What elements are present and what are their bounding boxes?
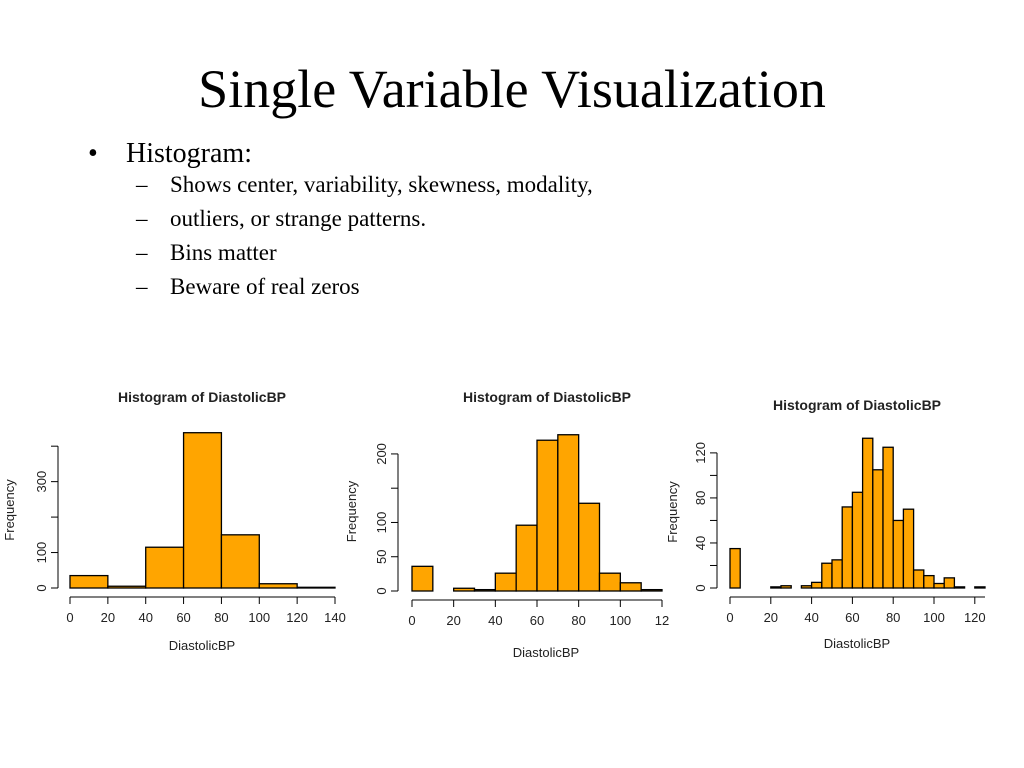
y-axis-label: Frequency	[344, 480, 359, 542]
histogram-bar	[145, 546, 185, 589]
histogram-bar	[851, 491, 864, 589]
histogram-bar	[770, 586, 782, 589]
bullet-text: Histogram:	[126, 138, 252, 169]
histogram-bar	[220, 534, 260, 589]
x-tick-label: 0	[66, 610, 73, 625]
y-tick-label: 300	[34, 471, 49, 493]
histogram-bar	[557, 434, 580, 592]
histogram-bar	[780, 585, 792, 589]
histogram-bar	[182, 432, 223, 589]
y-tick-label: 120	[693, 442, 708, 464]
histogram-bar	[598, 572, 621, 592]
histogram-bar	[296, 586, 336, 589]
x-tick-label: 120	[964, 610, 986, 625]
y-tick-label: 0	[374, 587, 389, 594]
sub-bullet-dash: –	[136, 206, 148, 231]
histogram-bar	[810, 581, 823, 589]
y-tick-label: 100	[34, 542, 49, 564]
histogram-bar	[933, 582, 945, 589]
histogram-bar	[821, 562, 833, 589]
x-tick-label: 60	[845, 610, 859, 625]
histogram-bar	[69, 574, 109, 589]
sub-bullet-text: Shows center, variability, skewness, mod…	[170, 172, 593, 197]
histogram-bar	[882, 446, 894, 589]
x-tick-label: 140	[324, 610, 346, 625]
x-tick-label: 40	[488, 613, 502, 628]
y-tick-label: 100	[374, 512, 389, 534]
x-tick-label: 20	[101, 610, 115, 625]
histogram-bar	[640, 588, 663, 592]
y-axis-label: Frequency	[665, 481, 680, 543]
histogram-bar	[974, 586, 986, 589]
histogram-bar	[729, 547, 741, 589]
histogram-bar	[841, 506, 854, 589]
sub-bullet-dash: –	[136, 240, 148, 265]
x-axis-label: DiastolicBP	[169, 638, 235, 653]
histogram-bar	[494, 572, 517, 592]
sub-bullet-text: Beware of real zeros	[170, 274, 360, 299]
x-tick-label: 12	[655, 613, 669, 628]
histogram-bar	[831, 559, 843, 589]
histogram-bar	[411, 565, 434, 592]
y-tick-label: 80	[693, 491, 708, 505]
histogram-bar	[912, 569, 925, 589]
x-tick-label: 80	[571, 613, 585, 628]
x-tick-label: 40	[804, 610, 818, 625]
chart-title: Histogram of DiastolicBP	[773, 397, 941, 413]
x-tick-label: 40	[138, 610, 152, 625]
histogram-bar	[536, 439, 559, 592]
histogram-bar	[943, 577, 956, 589]
histogram-bar	[578, 502, 601, 592]
histogram-bar	[515, 524, 538, 592]
histogram-bar	[892, 519, 905, 589]
y-tick-label: 0	[693, 584, 708, 591]
x-tick-label: 20	[764, 610, 778, 625]
y-tick-label: 0	[34, 584, 49, 591]
sub-bullet-text: outliers, or strange patterns.	[170, 206, 427, 231]
histogram-bar	[953, 586, 966, 589]
sub-bullet-dash: –	[136, 274, 148, 299]
y-axis-label: Frequency	[2, 479, 17, 541]
sub-bullet-text: Bins matter	[170, 240, 277, 265]
x-tick-label: 80	[886, 610, 900, 625]
x-tick-label: 0	[408, 613, 415, 628]
x-axis-label: DiastolicBP	[513, 645, 579, 660]
histogram-1: Histogram of DiastolicBP 0 20 40 60 80 100 120 1…	[2, 389, 346, 653]
x-tick-label: 120	[286, 610, 308, 625]
sub-bullet-dash: –	[136, 172, 148, 197]
histogram-bar	[473, 588, 496, 592]
y-tick-label: 40	[693, 536, 708, 550]
x-axis-label: DiastolicBP	[824, 636, 890, 651]
histogram-bar	[872, 469, 884, 589]
chart-title: Histogram of DiastolicBP	[463, 389, 631, 405]
x-tick-label: 60	[176, 610, 190, 625]
x-tick-label: 60	[530, 613, 544, 628]
histogram-3: Histogram of DiastolicBP 0 20 40 60 80 100 120 0…	[665, 397, 986, 651]
y-tick-label: 50	[374, 549, 389, 563]
bullet-dot: •	[88, 138, 98, 169]
x-tick-label: 80	[214, 610, 228, 625]
histogram-bar	[923, 574, 935, 589]
x-tick-label: 20	[446, 613, 460, 628]
histogram-bar	[258, 583, 298, 589]
slide-title: Single Variable Visualization	[198, 59, 826, 119]
histogram-bar	[453, 587, 476, 592]
y-tick-label: 200	[374, 443, 389, 465]
x-tick-label: 100	[923, 610, 945, 625]
x-tick-label: 100	[248, 610, 270, 625]
histogram-bar	[861, 437, 874, 589]
histogram-bar	[107, 585, 147, 589]
histogram-bar	[800, 585, 813, 589]
histogram-bar	[902, 508, 915, 589]
histogram-bar	[619, 582, 642, 592]
x-tick-label: 0	[726, 610, 733, 625]
chart-title: Histogram of DiastolicBP	[118, 389, 286, 405]
x-tick-label: 100	[609, 613, 631, 628]
